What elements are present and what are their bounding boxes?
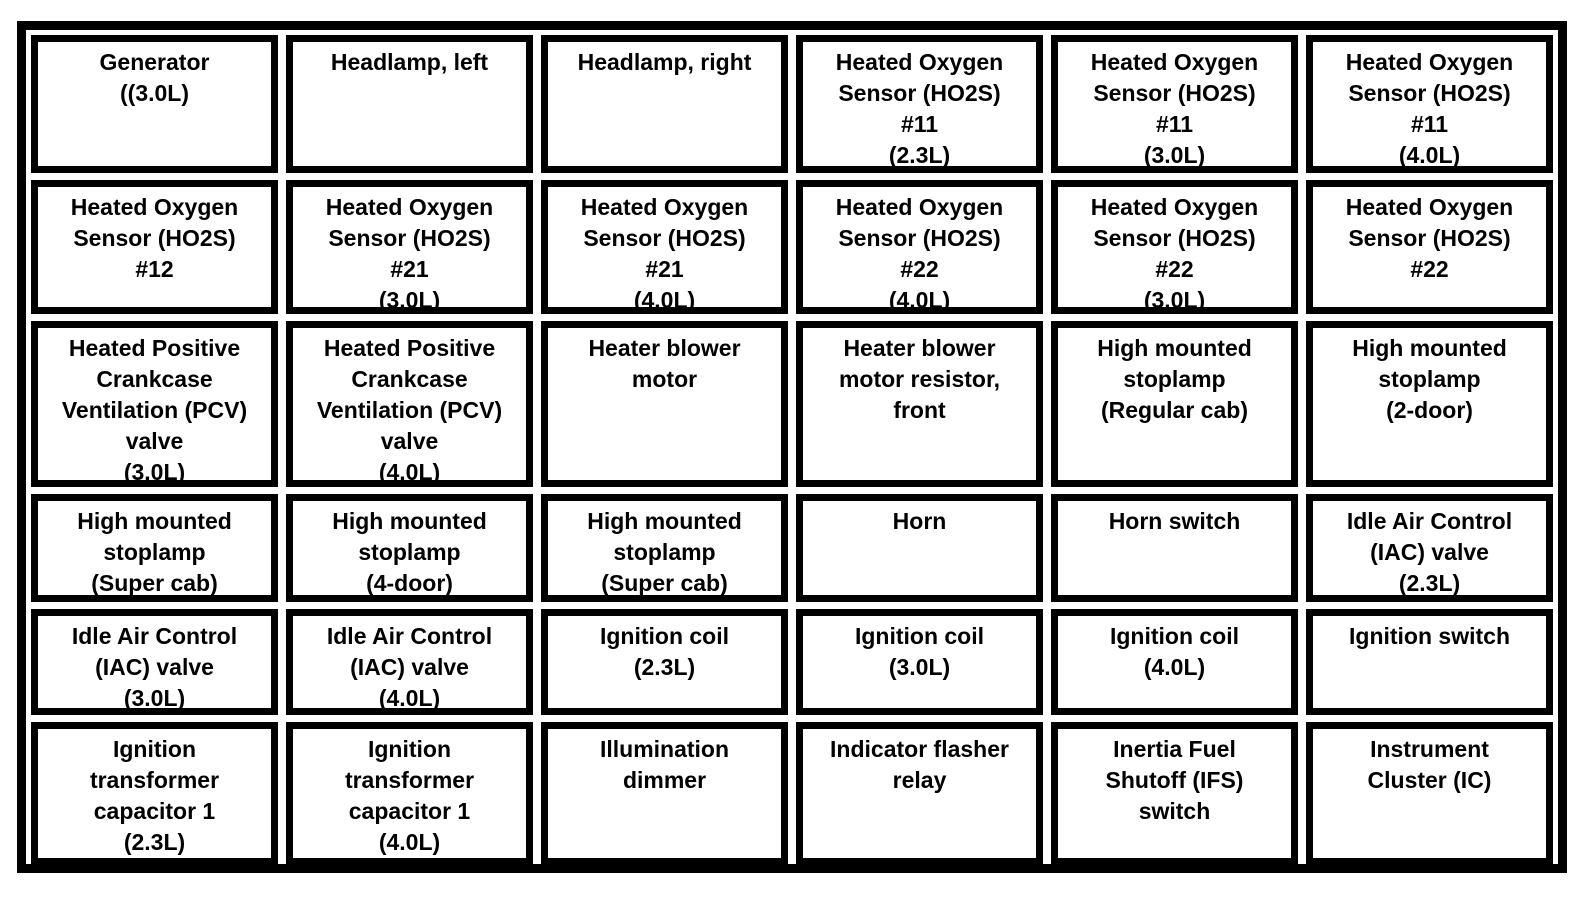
component-cell: Ignition switch bbox=[1306, 609, 1553, 715]
component-cell: Indicator flasher relay bbox=[796, 722, 1043, 865]
component-cell: Heated Oxygen Sensor (HO2S) #22 (3.0L) bbox=[1051, 180, 1298, 314]
component-cell: Heated Oxygen Sensor (HO2S) #12 bbox=[31, 180, 278, 314]
component-cell: Heated Oxygen Sensor (HO2S) #21 (4.0L) bbox=[541, 180, 788, 314]
component-cell: Heated Oxygen Sensor (HO2S) #21 (3.0L) bbox=[286, 180, 533, 314]
component-cell: Heated Positive Crankcase Ventilation (P… bbox=[31, 321, 278, 487]
component-cell: Horn switch bbox=[1051, 494, 1298, 602]
table-row: High mounted stoplamp (Super cab) High m… bbox=[31, 494, 1553, 602]
table-row: Heated Oxygen Sensor (HO2S) #12 Heated O… bbox=[31, 180, 1553, 314]
component-cell: Idle Air Control (IAC) valve (3.0L) bbox=[31, 609, 278, 715]
component-cell: Ignition transformer capacitor 1 (2.3L) bbox=[31, 722, 278, 865]
component-cell: Heated Positive Crankcase Ventilation (P… bbox=[286, 321, 533, 487]
component-cell: Heated Oxygen Sensor (HO2S) #22 (4.0L) bbox=[796, 180, 1043, 314]
component-cell: Heater blower motor bbox=[541, 321, 788, 487]
component-cell: Ignition coil (4.0L) bbox=[1051, 609, 1298, 715]
component-cell: Idle Air Control (IAC) valve (2.3L) bbox=[1306, 494, 1553, 602]
table-row: Ignition transformer capacitor 1 (2.3L) … bbox=[31, 722, 1553, 865]
table-row: Idle Air Control (IAC) valve (3.0L) Idle… bbox=[31, 609, 1553, 715]
component-cell: Generator ((3.0L) bbox=[31, 35, 278, 173]
component-cell: Horn bbox=[796, 494, 1043, 602]
component-cell: High mounted stoplamp (Super cab) bbox=[541, 494, 788, 602]
table-row: Generator ((3.0L) Headlamp, left Headlam… bbox=[31, 35, 1553, 173]
component-cell: Headlamp, right bbox=[541, 35, 788, 173]
component-cell: Ignition coil (3.0L) bbox=[796, 609, 1043, 715]
table-row: Heated Positive Crankcase Ventilation (P… bbox=[31, 321, 1553, 487]
component-cell: Idle Air Control (IAC) valve (4.0L) bbox=[286, 609, 533, 715]
component-cell: Ignition coil (2.3L) bbox=[541, 609, 788, 715]
component-cell: Heated Oxygen Sensor (HO2S) #11 (3.0L) bbox=[1051, 35, 1298, 173]
component-cell: Heated Oxygen Sensor (HO2S) #11 (4.0L) bbox=[1306, 35, 1553, 173]
component-table: Generator ((3.0L) Headlamp, left Headlam… bbox=[17, 21, 1567, 873]
component-cell: High mounted stoplamp (Super cab) bbox=[31, 494, 278, 602]
component-cell: Heated Oxygen Sensor (HO2S) #11 (2.3L) bbox=[796, 35, 1043, 173]
component-cell: Inertia Fuel Shutoff (IFS) switch bbox=[1051, 722, 1298, 865]
component-cell: Heater blower motor resistor, front bbox=[796, 321, 1043, 487]
component-cell: Instrument Cluster (IC) bbox=[1306, 722, 1553, 865]
component-cell: High mounted stoplamp (2-door) bbox=[1306, 321, 1553, 487]
component-cell: Headlamp, left bbox=[286, 35, 533, 173]
component-cell: Heated Oxygen Sensor (HO2S) #22 bbox=[1306, 180, 1553, 314]
component-cell: High mounted stoplamp (Regular cab) bbox=[1051, 321, 1298, 487]
component-cell: Ignition transformer capacitor 1 (4.0L) bbox=[286, 722, 533, 865]
component-cell: Illumination dimmer bbox=[541, 722, 788, 865]
component-cell: High mounted stoplamp (4-door) bbox=[286, 494, 533, 602]
